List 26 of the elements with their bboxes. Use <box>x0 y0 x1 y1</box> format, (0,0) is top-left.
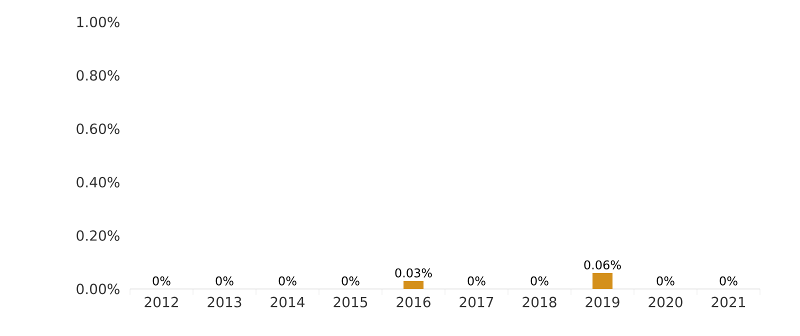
x-tick-label: 2014 <box>270 296 305 308</box>
x-tick-label: 2013 <box>208 296 242 308</box>
data-label: 0% <box>720 276 738 286</box>
data-label: 0.06% <box>584 260 621 270</box>
data-label: 0% <box>342 276 360 286</box>
x-tick-label: 2015 <box>334 296 368 308</box>
y-tick-label: 0.40% <box>76 176 120 188</box>
y-tick-label: 0.20% <box>76 230 120 241</box>
data-label: 0% <box>530 276 548 286</box>
x-tick-label: 2018 <box>522 296 556 308</box>
data-label: 0% <box>216 276 234 286</box>
x-tick-label: 2021 <box>712 296 746 308</box>
x-tick-label: 2019 <box>586 296 620 308</box>
data-label: 0% <box>656 276 674 286</box>
y-tick-label: 0.80% <box>76 70 120 81</box>
y-tick-label: 0.00% <box>76 284 120 294</box>
y-tick-label: 0.60% <box>76 123 120 134</box>
data-label: 0.03% <box>395 268 432 278</box>
x-tick-label: 2020 <box>648 296 682 308</box>
x-tick-label: 2012 <box>144 296 178 308</box>
y-tick-label: 1.00% <box>77 16 120 28</box>
data-label: 0% <box>278 276 296 286</box>
x-tick-label: 2016 <box>396 296 430 308</box>
x-tick-label: 2017 <box>460 296 494 308</box>
data-label: 0% <box>468 276 486 286</box>
data-label: 0% <box>152 276 170 286</box>
